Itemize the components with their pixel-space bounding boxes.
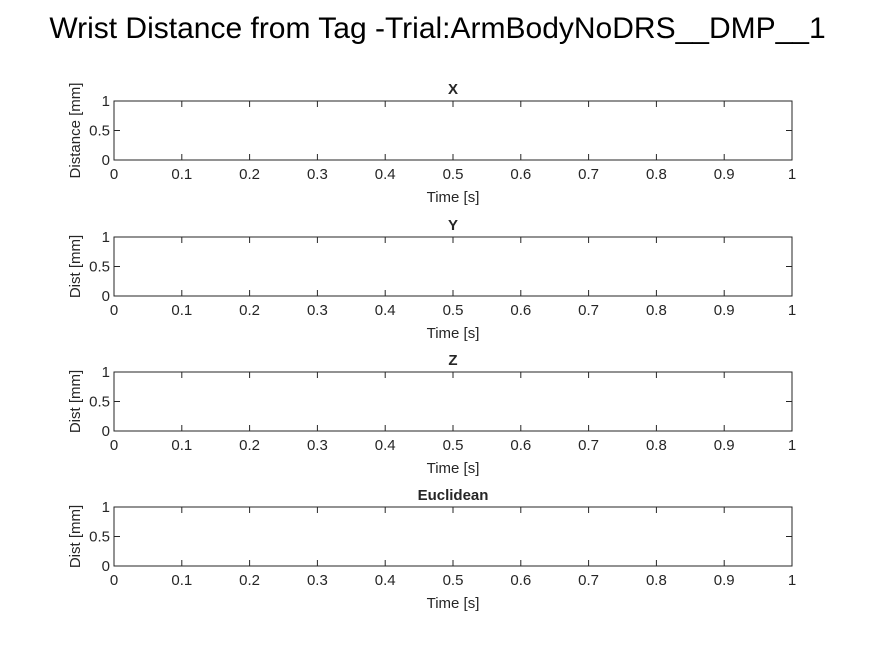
x-tick-label: 1	[788, 166, 796, 183]
x-tick-label: 0	[110, 572, 118, 589]
axes-box	[113, 506, 793, 567]
subplot-x: X 0 0.1 0.2 0.3 0.4 0.5 0.6 0.7 0.8 0.9 1 0 0.5 1 Time …	[67, 81, 796, 206]
x-tick-label: 0.4	[375, 437, 396, 454]
y-tick-label: 0	[102, 558, 110, 575]
x-tick-label: 0.5	[443, 437, 464, 454]
axes-title: X	[448, 81, 458, 98]
y-tick-label: 0	[102, 288, 110, 305]
axes-box	[113, 100, 793, 161]
x-tick-label: 0.7	[578, 437, 599, 454]
y-tick-label: 0.5	[89, 394, 110, 411]
y-tick-label: 0	[102, 423, 110, 440]
y-axis-label: Dist [mm]	[67, 505, 84, 568]
x-tick-label: 0.4	[375, 572, 396, 589]
y-axis-label: Dist [mm]	[67, 370, 84, 433]
x-tick-label: 0.1	[171, 166, 192, 183]
x-tick-label: 0.9	[714, 302, 735, 319]
x-tick-label: 0.1	[171, 437, 192, 454]
x-tick-label: 0.8	[646, 572, 667, 589]
figure-title: Wrist Distance from Tag -Trial:ArmBodyNo…	[49, 12, 826, 45]
x-tick-label: 0.8	[646, 302, 667, 319]
x-tick-label: 1	[788, 302, 796, 319]
axes-title: Euclidean	[418, 487, 489, 504]
y-axis-label: Distance [mm]	[67, 83, 84, 179]
x-tick-label: 0.9	[714, 572, 735, 589]
x-tick-label: 0.5	[443, 166, 464, 183]
x-tick-label: 0.3	[307, 166, 328, 183]
x-axis-label: Time [s]	[427, 325, 480, 342]
x-tick-label: 0.1	[171, 572, 192, 589]
subplot-z: Z 0 0.1 0.2 0.3 0.4 0.5 0.6 0.7 0.8 0.9 1 0 0.5 1 Time …	[67, 352, 796, 477]
subplot-euclidean: Euclidean 0 0.1 0.2 0.3 0.4 0.5 0.6 0.7 0.8 0.9 1 0 0…	[67, 487, 796, 612]
y-tick-label: 0.5	[89, 259, 110, 276]
x-tick-label: 0.5	[443, 302, 464, 319]
x-tick-label: 0	[110, 437, 118, 454]
x-tick-label: 1	[788, 437, 796, 454]
x-axis-label: Time [s]	[427, 595, 480, 612]
x-tick-label: 0.2	[239, 572, 260, 589]
x-axis-label: Time [s]	[427, 189, 480, 206]
y-tick-label: 1	[102, 364, 110, 381]
x-tick-label: 0.1	[171, 302, 192, 319]
x-tick-label: 0.9	[714, 437, 735, 454]
x-tick-label: 0.9	[714, 166, 735, 183]
x-tick-label: 0.8	[646, 437, 667, 454]
x-tick-label: 0.3	[307, 437, 328, 454]
x-tick-label: 0.3	[307, 572, 328, 589]
x-tick-label: 1	[788, 572, 796, 589]
x-tick-label: 0.5	[443, 572, 464, 589]
y-tick-label: 0.5	[89, 529, 110, 546]
axes-box	[113, 371, 793, 432]
axes-box	[113, 236, 793, 297]
x-tick-label: 0.8	[646, 166, 667, 183]
x-tick-label: 0.6	[510, 437, 531, 454]
x-tick-label: 0.3	[307, 302, 328, 319]
axes-title: Z	[448, 352, 457, 369]
x-axis-label: Time [s]	[427, 460, 480, 477]
x-tick-label: 0.2	[239, 437, 260, 454]
y-axis-label: Dist [mm]	[67, 235, 84, 298]
x-tick-label: 0.2	[239, 302, 260, 319]
x-tick-label: 0.4	[375, 302, 396, 319]
x-tick-label: 0.6	[510, 572, 531, 589]
y-tick-label: 1	[102, 499, 110, 516]
y-tick-label: 0	[102, 152, 110, 169]
y-tick-label: 1	[102, 93, 110, 110]
x-tick-label: 0.6	[510, 166, 531, 183]
y-tick-label: 1	[102, 229, 110, 246]
x-tick-label: 0.4	[375, 166, 396, 183]
x-tick-label: 0	[110, 166, 118, 183]
x-tick-label: 0.7	[578, 302, 599, 319]
x-tick-label: 0.7	[578, 572, 599, 589]
y-tick-label: 0.5	[89, 123, 110, 140]
x-tick-label: 0	[110, 302, 118, 319]
axes-title: Y	[448, 217, 458, 234]
x-tick-label: 0.2	[239, 166, 260, 183]
x-tick-label: 0.6	[510, 302, 531, 319]
subplot-y: Y 0 0.1 0.2 0.3 0.4 0.5 0.6 0.7 0.8 0.9 1 0 0.5 1 Time …	[67, 217, 796, 342]
x-tick-label: 0.7	[578, 166, 599, 183]
